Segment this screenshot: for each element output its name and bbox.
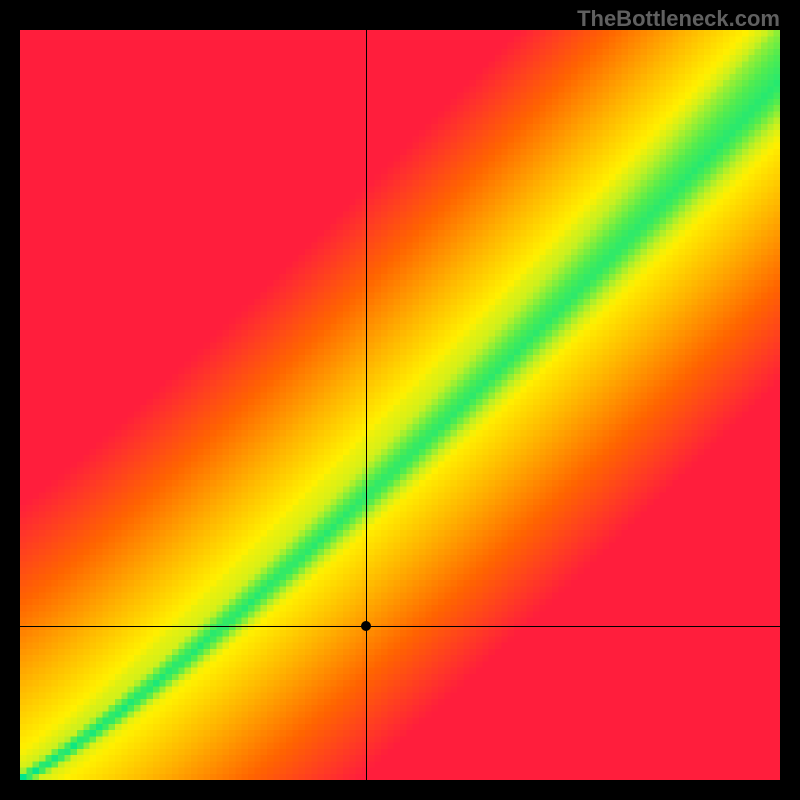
crosshair-vertical <box>366 30 367 780</box>
plot-area <box>20 30 780 780</box>
chart-container: TheBottleneck.com <box>0 0 800 800</box>
watermark-text: TheBottleneck.com <box>577 6 780 32</box>
crosshair-marker <box>361 621 371 631</box>
crosshair-horizontal <box>20 626 780 627</box>
heatmap-canvas <box>20 30 780 780</box>
